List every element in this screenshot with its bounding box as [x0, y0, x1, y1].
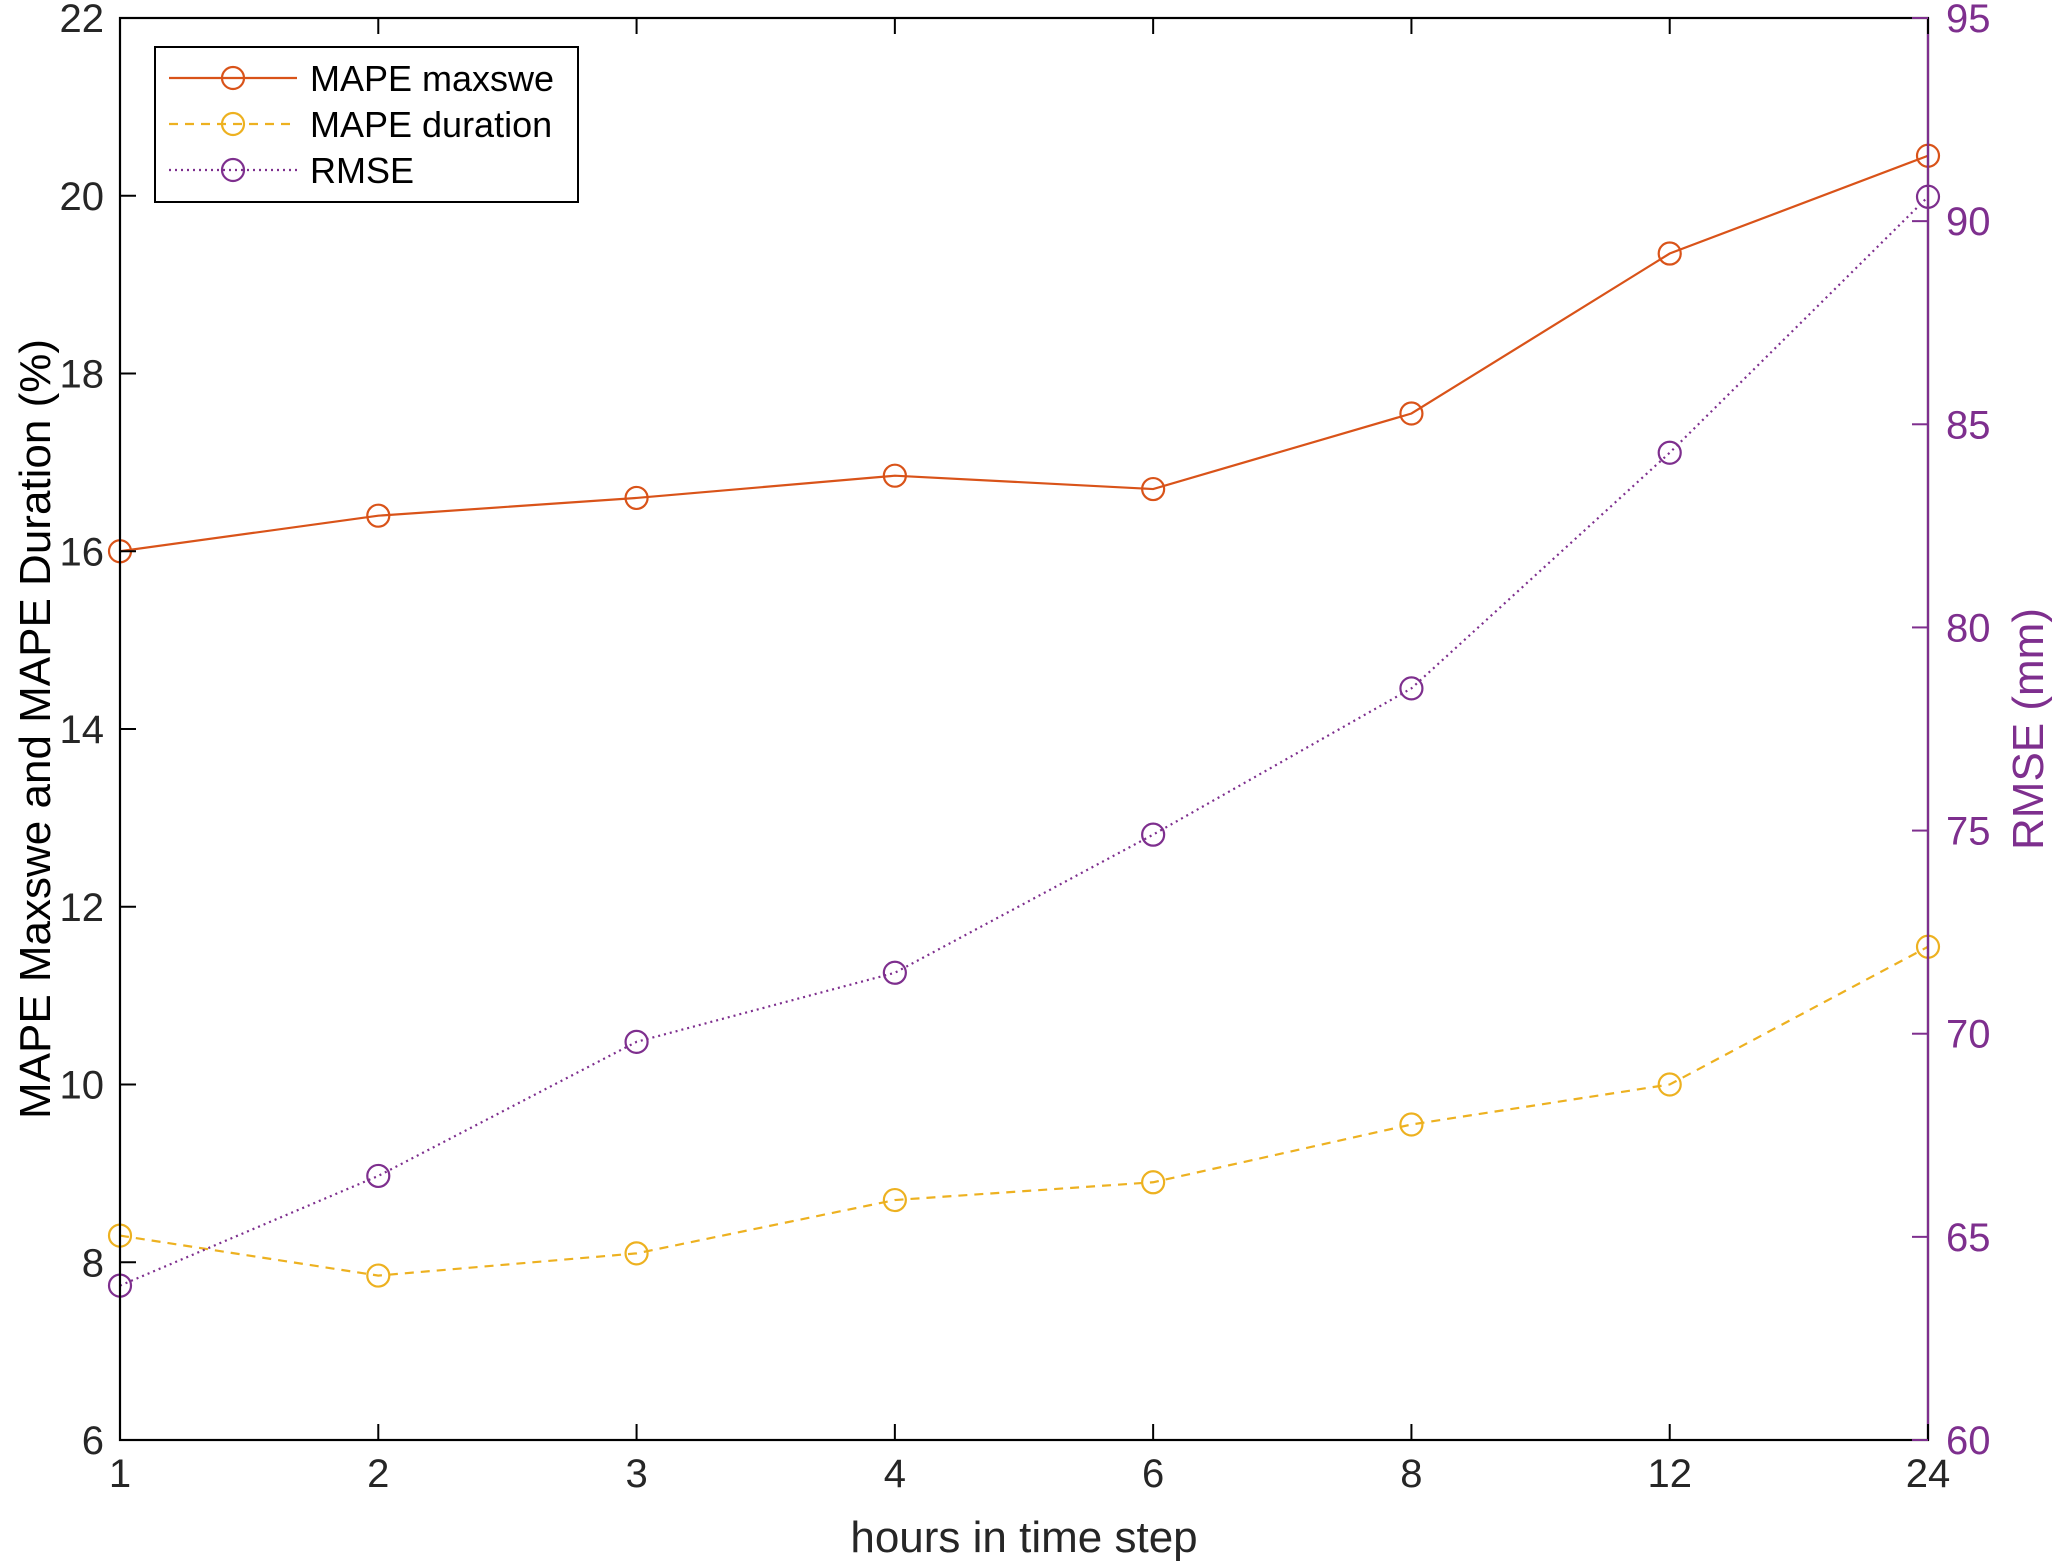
data-point: [624, 485, 649, 511]
series-line-rmse: [119, 195, 1929, 1287]
data-point: [882, 463, 907, 488]
y-left-tick-label: 20: [60, 175, 105, 219]
data-point: [366, 1263, 391, 1288]
legend-entries: MAPE maxswe MAPE duration RMSE: [169, 58, 554, 191]
x-tick-label: 2: [367, 1452, 389, 1496]
axis-ticks: 1 2 3 4 6 8 12 24681012141618202260657075808590…: [60, 0, 1991, 1496]
y-right-tick-label: 70: [1946, 1013, 1991, 1057]
y-right-tick-label: 85: [1946, 403, 1991, 447]
series-line-mape-maxswe: [119, 154, 1929, 553]
x-tick-label: 6: [1142, 1452, 1164, 1496]
x-tick-label: 4: [884, 1452, 906, 1496]
x-tick-label: 3: [625, 1452, 647, 1496]
data-point: [1399, 401, 1424, 426]
series-line-mape-duration: [119, 945, 1929, 1277]
x-tick-label: 1: [109, 1452, 131, 1496]
data-point: [366, 1163, 391, 1189]
data-point: [624, 1029, 649, 1054]
legend-label: RMSE: [310, 150, 414, 191]
data-point: [1399, 1112, 1424, 1137]
y-left-tick-label: 12: [60, 886, 105, 930]
data-point: [882, 1187, 907, 1213]
data-point: [624, 1241, 649, 1266]
data-point: [1141, 822, 1166, 847]
data-point: [882, 960, 907, 985]
x-tick-label: 24: [1906, 1452, 1951, 1496]
y-axis-right-title: RMSE (mm): [2004, 608, 2053, 850]
y-right-tick-label: 80: [1946, 606, 1991, 650]
axes: [118, 16, 1930, 1442]
data-point: [1141, 1170, 1166, 1195]
y-right-tick-label: 60: [1946, 1419, 1991, 1463]
legend: MAPE maxswe MAPE duration RMSE: [154, 46, 579, 203]
legend-marker: [220, 157, 246, 183]
data-point: [366, 503, 391, 528]
y-left-tick-label: 6: [82, 1419, 104, 1463]
y-left-tick-label: 10: [60, 1064, 105, 1108]
x-tick-label: 8: [1400, 1452, 1422, 1496]
data-point: [1657, 1072, 1682, 1097]
y-left-tick-label: 18: [60, 353, 105, 397]
y-axis-left-title: MAPE Maxswe and MAPE Duration (%): [11, 339, 60, 1119]
data-point: [1657, 440, 1682, 465]
y-right-tick-label: 65: [1946, 1216, 1991, 1260]
plot-area-frame: [118, 16, 1930, 1442]
legend-label: MAPE duration: [310, 104, 552, 145]
data-point: [1399, 676, 1424, 701]
y-right-tick-label: 90: [1946, 200, 1991, 244]
series-lines: [107, 143, 1941, 1298]
x-tick-label: 12: [1647, 1452, 1692, 1496]
data-point: [1141, 476, 1166, 502]
data-point: [1657, 241, 1682, 266]
y-left-tick-label: 8: [82, 1241, 104, 1285]
legend-label: MAPE maxswe: [310, 58, 554, 99]
y-right-tick-label: 95: [1946, 0, 1991, 41]
y-left-tick-label: 22: [60, 0, 105, 41]
legend-marker: [220, 65, 246, 91]
y-left-tick-label: 16: [60, 530, 105, 574]
y-right-tick-label: 75: [1946, 810, 1991, 854]
y-left-tick-label: 14: [60, 708, 105, 752]
x-axis-title: hours in time step: [850, 1513, 1197, 1562]
legend-marker: [220, 111, 246, 137]
